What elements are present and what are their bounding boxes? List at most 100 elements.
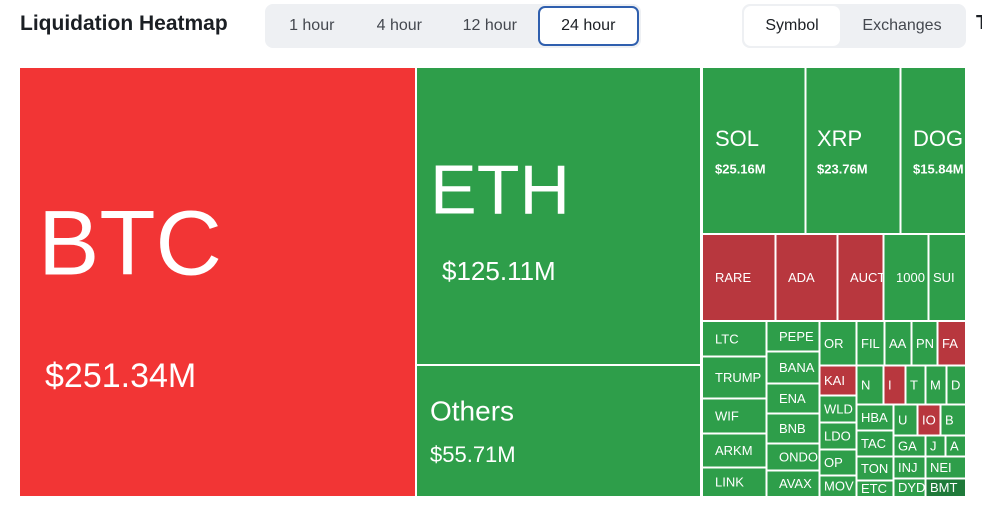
tile[interactable]: ONDO — [767, 444, 819, 470]
tile[interactable]: N — [857, 366, 883, 404]
tab[interactable]: Symbol — [744, 6, 840, 46]
tab[interactable]: 4 hour — [376, 17, 422, 34]
tile[interactable]: OR — [820, 322, 856, 365]
tile[interactable]: U — [894, 405, 917, 435]
tile-bg — [820, 366, 856, 395]
tile[interactable]: INJ — [894, 457, 925, 478]
tile[interactable]: WLD — [820, 396, 856, 422]
tile[interactable]: ENA — [767, 384, 819, 413]
tile[interactable]: T — [906, 366, 925, 404]
tile[interactable]: ADA — [776, 235, 837, 320]
tile-bg — [820, 322, 856, 365]
tile-border — [892, 403, 919, 437]
tile[interactable]: RARE — [703, 235, 775, 320]
tile-label: KAI — [824, 373, 845, 388]
tile[interactable]: DOG $15.84M — [901, 68, 965, 233]
tile-border — [855, 479, 895, 498]
tile-bg — [941, 405, 965, 435]
tile[interactable]: SUI — [929, 235, 965, 320]
tile[interactable]: A — [946, 436, 965, 456]
tile-label: M — [930, 377, 941, 392]
tile[interactable]: ETH $125.11M — [417, 68, 700, 364]
tile-value: $23.76M — [817, 161, 868, 176]
tile[interactable]: FA — [938, 322, 965, 365]
tile[interactable]: AA — [885, 322, 911, 365]
tile-bg — [894, 457, 925, 478]
tab[interactable]: 12 hour — [462, 17, 517, 34]
tile[interactable]: OP — [820, 450, 856, 475]
tile-label: I — [888, 377, 892, 392]
tile[interactable]: GA — [894, 436, 925, 456]
tile[interactable]: IO — [918, 405, 940, 435]
tile[interactable]: BMT — [926, 479, 965, 496]
tile[interactable]: PN — [912, 322, 937, 365]
tile[interactable]: AVAX — [767, 471, 819, 496]
tile[interactable]: LTC — [703, 322, 766, 356]
tile-label: B — [945, 412, 954, 427]
view-tabs: Symbol Exchanges — [742, 4, 966, 48]
tile[interactable]: HBA — [857, 405, 893, 430]
tile[interactable]: DYD — [894, 479, 925, 496]
tile-label: D — [951, 377, 960, 392]
tile-value: $125.11M — [442, 256, 556, 286]
tile[interactable]: WIF — [703, 399, 766, 433]
tile-bg — [703, 235, 775, 320]
tile[interactable]: I — [884, 366, 905, 404]
tile[interactable]: D — [947, 366, 965, 404]
tile[interactable]: BANA — [767, 352, 819, 383]
tile[interactable]: TAC — [857, 431, 893, 456]
tile-label: OP — [824, 455, 843, 470]
tile[interactable]: PEPE — [767, 322, 819, 351]
tile[interactable]: FIL — [857, 322, 884, 365]
tile[interactable]: J — [926, 436, 945, 456]
tile[interactable]: 1000 — [884, 235, 928, 320]
tile-bg — [767, 414, 819, 443]
tile-label: AUCT — [850, 270, 885, 285]
tile[interactable]: NEI — [926, 457, 965, 478]
tile[interactable]: LDO — [820, 423, 856, 449]
tile-border — [924, 434, 947, 458]
tile-label: SOL — [715, 126, 759, 151]
tile-label: A — [950, 438, 959, 453]
tile[interactable]: LINK — [703, 468, 766, 496]
tile-label: LINK — [715, 474, 744, 489]
tile[interactable]: SOL $25.16M — [703, 68, 805, 233]
tile-bg — [857, 366, 883, 404]
tile-border — [765, 412, 821, 445]
tab[interactable]: Exchanges — [862, 17, 942, 34]
tile-border — [415, 364, 702, 498]
tile-border — [701, 397, 768, 435]
tile[interactable]: TRUMP — [703, 357, 766, 398]
tab[interactable]: 1 hour — [289, 17, 335, 34]
tile-label: GA — [898, 438, 917, 453]
tile-label: DYD — [898, 480, 925, 495]
tile-label: J — [930, 438, 937, 453]
tile[interactable]: Others $55.71M — [417, 366, 700, 496]
tile[interactable]: TON — [857, 457, 893, 480]
tile-border — [944, 434, 967, 458]
tile[interactable]: B — [941, 405, 965, 435]
tile-bg — [906, 366, 925, 404]
tile-bg — [820, 423, 856, 449]
tile-label: NEI — [930, 460, 952, 475]
tile-bg — [926, 479, 965, 496]
tile-border — [818, 448, 858, 477]
tile[interactable]: M — [926, 366, 946, 404]
tile[interactable]: ARKM — [703, 434, 766, 467]
tile-bg — [929, 235, 965, 320]
tile-bg — [885, 322, 911, 365]
tile-label: ETH — [430, 150, 570, 228]
tile-label: T — [910, 377, 918, 392]
tile-bg — [767, 352, 819, 383]
tile[interactable]: BTC $251.34M — [20, 68, 415, 496]
tile-bg — [703, 68, 805, 233]
tile[interactable]: XRP $23.76M — [806, 68, 900, 233]
tile[interactable]: MOV — [820, 476, 856, 496]
tab[interactable]: 24 hour — [537, 6, 639, 46]
tile[interactable]: ETC — [857, 481, 893, 496]
tile[interactable]: AUCT — [838, 235, 885, 320]
tile[interactable]: BNB — [767, 414, 819, 443]
tile[interactable]: KAI — [820, 366, 856, 395]
tile-border — [936, 320, 967, 367]
